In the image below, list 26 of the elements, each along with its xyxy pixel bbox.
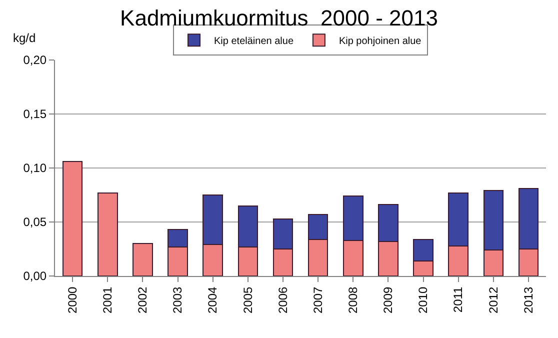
y-tick-label: 0,15 [23,107,47,122]
x-tick-label: 2004 [206,286,220,314]
chart-title: Kadmiumkuormitus 2000 - 2013 [120,6,438,31]
legend-label: Kip pohjoinen alue [338,36,422,48]
bar [97,192,118,276]
bar [132,243,153,276]
x-tick-label: 2002 [136,286,150,314]
x-tick-label: 2001 [100,286,115,314]
bar [62,161,83,276]
y-axis-title: kg/d [13,31,36,45]
legend-label: Kip eteläinen alue [214,36,294,48]
x-tick-label: 2005 [240,286,255,314]
y-tick-label: 0,05 [23,215,47,230]
x-tick-label: 2013 [521,286,536,314]
y-tick-label: 0,10 [23,161,47,176]
x-tick-label: 2007 [310,286,325,314]
x-tick-label: 2000 [65,286,80,314]
x-tick-label: 2012 [486,286,500,314]
y-tick-label: 0,00 [23,269,47,284]
y-tick-label: 0,20 [23,53,47,68]
x-tick-label: 2006 [276,286,290,314]
x-tick-label: 2009 [381,286,396,314]
x-tick-label: 2010 [416,286,430,314]
x-tick-label: 2008 [346,286,360,314]
x-tick-label: 2011 [451,286,466,313]
x-tick-label: 2003 [170,286,185,314]
